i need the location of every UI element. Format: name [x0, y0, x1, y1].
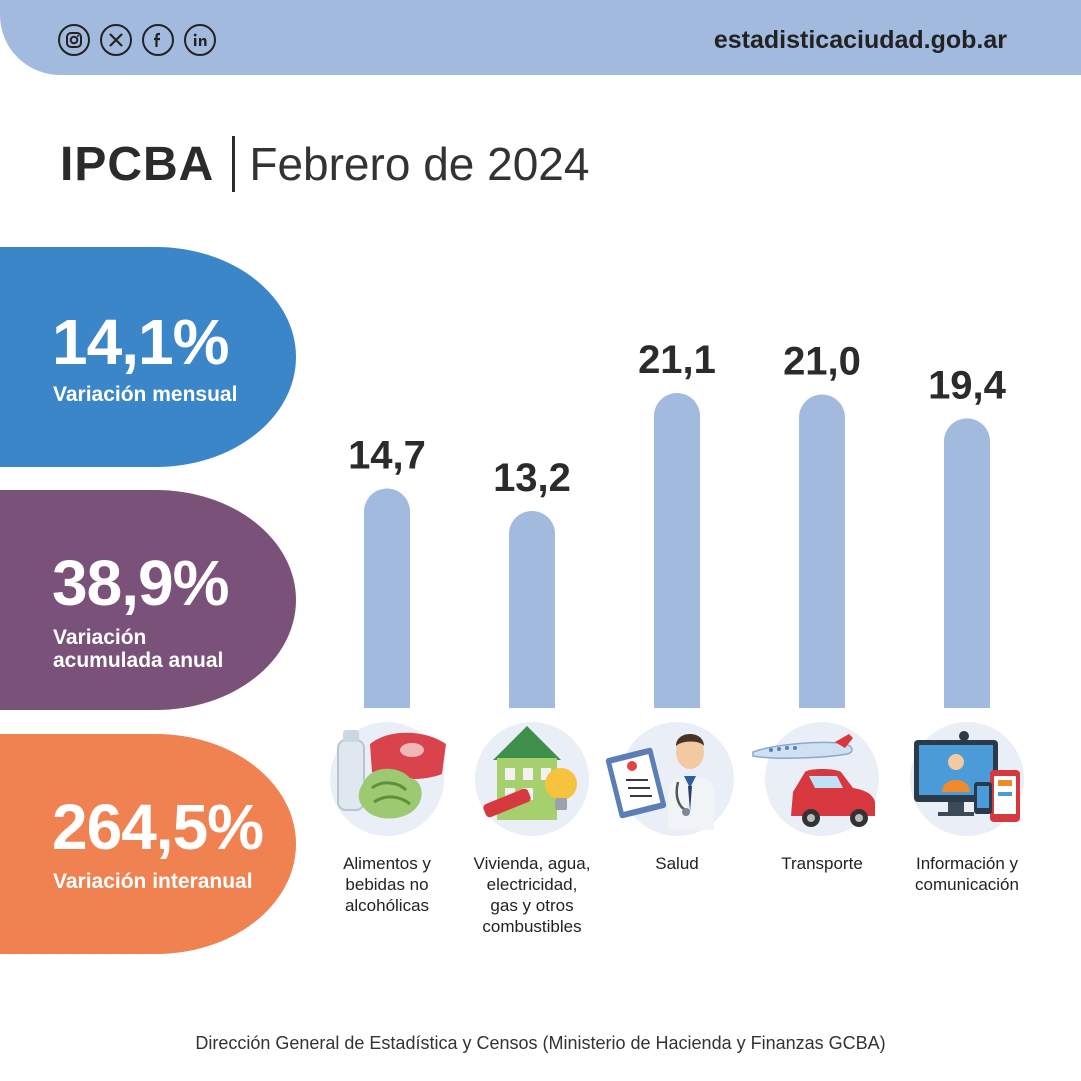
category-label-line: Alimentos y	[343, 854, 431, 873]
category-label-line: alcohólicas	[344, 896, 430, 915]
category-label-line: Salud	[655, 854, 699, 873]
category-label-health: Salud	[602, 853, 752, 874]
category-label-communication: Información y comunicación	[892, 853, 1042, 895]
house-icon	[475, 722, 589, 836]
bar	[509, 510, 555, 708]
category-label-line: gas y otros	[490, 896, 574, 915]
category-label-line: combustibles	[482, 917, 582, 936]
bar-chart: 14,7 13,2 21,1 21,0 19,4	[348, 338, 1007, 708]
category-label-line: electricidad,	[486, 875, 578, 894]
stat-monthly-label: Variación mensual	[53, 383, 238, 406]
stat-annual-cumulative-label: Variación acumulada anual	[53, 626, 224, 672]
bar	[944, 418, 990, 708]
linkedin-icon[interactable]	[184, 24, 216, 56]
bar-value-label: 21,1	[638, 338, 716, 382]
category-label-transport: Transporte	[747, 853, 897, 874]
site-url[interactable]: estadisticaciudad.gob.ar	[713, 26, 1007, 54]
stat-annual-cumulative: 38,9% Variación acumulada anual	[0, 490, 296, 710]
food-icon	[330, 722, 446, 836]
bar	[799, 394, 845, 708]
page-title: IPCBA Febrero de 2024	[60, 136, 589, 192]
doctor-icon	[605, 722, 734, 836]
category-label-line: bebidas no	[345, 875, 429, 894]
bar-value-label: 14,7	[348, 434, 426, 478]
x-icon[interactable]	[100, 24, 132, 56]
bar-value-label: 21,0	[783, 339, 861, 383]
bar	[364, 488, 410, 708]
social-icons	[58, 24, 216, 56]
category-label-line: Vivienda, agua,	[473, 854, 591, 873]
category-label-housing: Vivienda, agua, electricidad, gas y otro…	[457, 853, 607, 937]
title-divider	[232, 136, 236, 192]
footer-source: Dirección General de Estadística y Censo…	[195, 1033, 886, 1053]
category-label-food: Alimentos y bebidas no alcohólicas	[312, 853, 462, 916]
title-strong: IPCBA	[60, 137, 215, 191]
stat-interannual: 264,5% Variación interanual	[0, 734, 296, 954]
computer-icon	[910, 722, 1024, 836]
category-label-line: Transporte	[781, 854, 863, 873]
transport-icon	[752, 722, 879, 836]
stat-interannual-label: Variación interanual	[53, 870, 253, 893]
category-label-line: comunicación	[915, 875, 1019, 894]
title-date: Febrero de 2024	[249, 138, 590, 190]
category-label-line: Información y	[915, 854, 1019, 873]
instagram-icon[interactable]	[58, 24, 90, 56]
stat-monthly-value: 14,1%	[52, 306, 229, 378]
bar	[654, 393, 700, 708]
header-band: estadisticaciudad.gob.ar	[0, 0, 1081, 75]
bar-value-label: 19,4	[928, 363, 1007, 407]
bar-value-label: 13,2	[493, 456, 571, 500]
stat-annual-cumulative-value: 38,9%	[52, 547, 229, 619]
stat-monthly: 14,1% Variación mensual	[0, 247, 296, 467]
facebook-icon[interactable]	[142, 24, 174, 56]
stat-interannual-value: 264,5%	[52, 791, 264, 863]
